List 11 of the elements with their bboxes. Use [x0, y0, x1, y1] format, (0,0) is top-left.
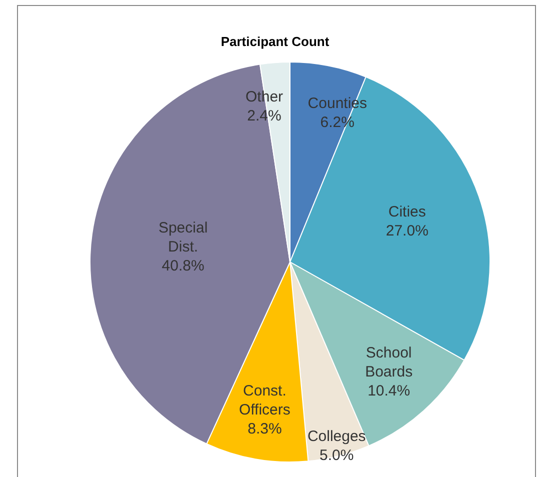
slice-label: Colleges — [307, 428, 366, 446]
data-label: 10.4% — [368, 382, 410, 400]
data-label: 5.0% — [320, 447, 354, 464]
slice-label: Cities — [388, 203, 426, 220]
slice-label: School Boards — [365, 344, 413, 381]
slice-label: Const. Officers — [238, 382, 290, 418]
slice-label: Special Dist. — [158, 219, 208, 256]
data-label: 27.0% — [386, 222, 428, 240]
chart-title: Participant Count — [220, 34, 330, 49]
data-label: 8.3% — [248, 420, 282, 438]
data-label: 40.8% — [162, 257, 204, 274]
